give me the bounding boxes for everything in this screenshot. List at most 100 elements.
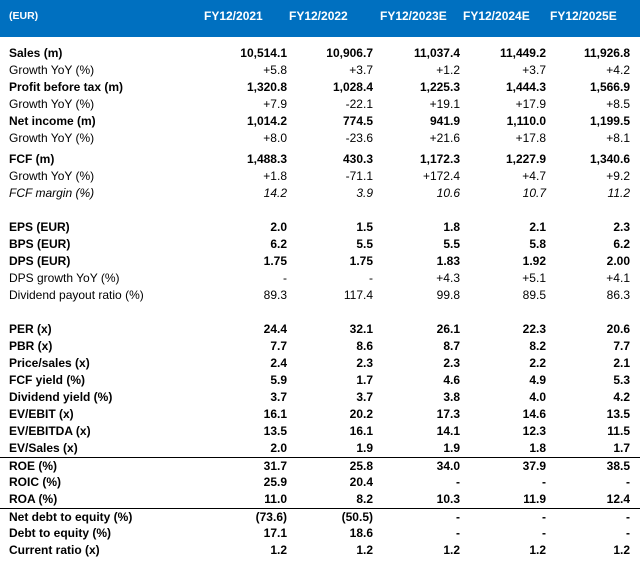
row-value: 1.75: [349, 254, 373, 268]
row-value: 20.2: [349, 407, 373, 421]
row-value: +21.6: [429, 131, 460, 145]
row-value: -: [456, 526, 460, 540]
row-value: 8.2: [529, 339, 546, 353]
table-row: Debt to equity (%) 17.1 18.6 - - -: [0, 525, 640, 542]
row-value: 430.3: [342, 152, 373, 166]
row-label: BPS (EUR): [9, 237, 71, 251]
row-value: 1,340.6: [589, 152, 630, 166]
row-value: 14.2: [263, 186, 287, 200]
row-value: 2.3: [613, 220, 630, 234]
row-value: 1,488.3: [246, 152, 287, 166]
row-value: 2.2: [529, 356, 546, 370]
row-value: 5.3: [613, 373, 630, 387]
row-label: Profit before tax (m): [9, 80, 124, 94]
row-value: 25.9: [263, 475, 287, 489]
table-row: BPS (EUR) 6.2 5.5 5.5 5.8 6.2: [0, 236, 640, 253]
row-value: 6.2: [270, 237, 287, 251]
row-value: -22.1: [345, 97, 373, 111]
row-value: 89.5: [522, 288, 546, 302]
table-row: DPS (EUR) 1.75 1.75 1.83 1.92 2.00: [0, 253, 640, 270]
row-value: 1.83: [436, 254, 460, 268]
row-value: -: [542, 526, 546, 540]
row-value: 8.7: [443, 339, 460, 353]
row-value: 32.1: [349, 322, 373, 336]
row-value: 26.1: [436, 322, 460, 336]
row-value: 5.8: [529, 237, 546, 251]
row-value: 1.7: [613, 441, 630, 455]
row-label: Current ratio (x): [9, 543, 100, 557]
row-label: Sales (m): [9, 46, 63, 60]
row-value: 11.0: [264, 492, 287, 506]
row-label: Growth YoY (%): [9, 131, 95, 145]
table-row: DPS growth YoY (%) - - +4.3 +5.1 +4.1: [0, 270, 640, 287]
table-row: FCF margin (%) 14.2 3.9 10.6 10.7 11.2: [0, 185, 640, 202]
row-value: +1.2: [436, 63, 460, 77]
row-value: 3.7: [270, 390, 287, 404]
row-label: Growth YoY (%): [9, 97, 95, 111]
row-value: 12.4: [606, 492, 630, 506]
row-label: EV/EBITDA (x): [9, 424, 91, 438]
table-row: Dividend yield (%) 3.7 3.7 3.8 4.0 4.2: [0, 389, 640, 406]
row-value: +4.1: [606, 271, 630, 285]
row-value: -: [283, 271, 287, 285]
row-value: +3.7: [349, 63, 373, 77]
table-row: PBR (x) 7.7 8.6 8.7 8.2 7.7: [0, 338, 640, 355]
row-value: 12.3: [522, 424, 546, 438]
row-value: 13.5: [263, 424, 287, 438]
row-value: 25.8: [349, 459, 373, 473]
table-row: Price/sales (x) 2.4 2.3 2.3 2.2 2.1: [0, 355, 640, 372]
row-value: 1,014.2: [246, 114, 287, 128]
row-value: 10,514.1: [240, 46, 287, 60]
row-value: 17.1: [263, 526, 287, 540]
row-value: 1,028.4: [332, 80, 373, 94]
row-value: +17.9: [515, 97, 546, 111]
row-label: FCF margin (%): [9, 186, 95, 200]
row-value: 1.8: [443, 220, 460, 234]
row-label: DPS growth YoY (%): [9, 271, 120, 285]
table-row: EV/Sales (x) 2.0 1.9 1.9 1.8 1.7: [0, 440, 640, 457]
row-value: 1.2: [270, 543, 287, 557]
row-value: 14.6: [522, 407, 546, 421]
row-value: 10.6: [436, 186, 460, 200]
table-row: ROA (%) 11.0 8.2 10.3 11.9 12.4: [0, 491, 640, 508]
row-value: 38.5: [606, 459, 630, 473]
column-header: FY12/2023E: [380, 9, 447, 23]
row-value: 3.7: [356, 390, 373, 404]
row-value: 17.3: [436, 407, 460, 421]
row-value: 1.2: [443, 543, 460, 557]
table-header: (EUR) FY12/2021 FY12/2022 FY12/2023E FY1…: [0, 0, 640, 37]
row-value: 1,110.0: [506, 114, 546, 128]
row-value: 22.3: [522, 322, 546, 336]
table-row: Growth YoY (%) +8.0 -23.6 +21.6 +17.8 +8.1: [0, 130, 640, 147]
row-value: 8.2: [356, 492, 373, 506]
row-value: 4.6: [443, 373, 460, 387]
currency-label: (EUR): [9, 10, 39, 22]
row-label: Growth YoY (%): [9, 169, 95, 183]
row-value: 5.9: [270, 373, 287, 387]
row-value: 2.3: [356, 356, 373, 370]
table-row: ROIC (%) 25.9 20.4 - - -: [0, 474, 640, 491]
table-row: Net debt to equity (%) (73.6) (50.5) - - -: [0, 508, 640, 526]
table-row: Growth YoY (%) +7.9 -22.1 +19.1 +17.9 +8.5: [0, 96, 640, 113]
row-value: 10.3: [436, 492, 460, 506]
row-value: 10,906.7: [326, 46, 373, 60]
row-value: -23.6: [345, 131, 373, 145]
row-label: FCF (m): [9, 152, 55, 166]
row-value: +172.4: [422, 169, 460, 183]
row-label: Debt to equity (%): [9, 526, 111, 540]
row-value: 1,225.3: [419, 80, 460, 94]
row-value: 11,449.2: [499, 46, 546, 60]
row-value: +4.2: [606, 63, 630, 77]
row-value: 16.1: [349, 424, 373, 438]
row-label: FCF yield (%): [9, 373, 86, 387]
row-value: -: [369, 271, 373, 285]
row-value: 2.3: [443, 356, 460, 370]
row-value: 1,444.3: [505, 80, 546, 94]
row-value: +9.2: [606, 169, 630, 183]
row-label: ROA (%): [9, 492, 58, 506]
row-label: PBR (x): [9, 339, 53, 353]
table-row: Sales (m) 10,514.1 10,906.7 11,037.4 11,449.…: [0, 45, 640, 62]
row-value: 1,566.9: [589, 80, 630, 94]
table-row: PER (x) 24.4 32.1 26.1 22.3 20.6: [0, 321, 640, 338]
